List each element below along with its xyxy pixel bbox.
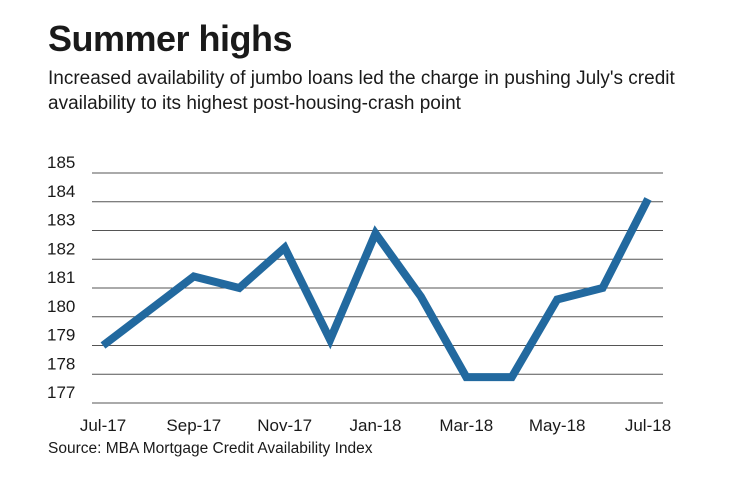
y-tick-label-178: 178 bbox=[47, 354, 75, 373]
x-tick-label-may-18: May-18 bbox=[529, 416, 586, 435]
y-tick-label-182: 182 bbox=[47, 239, 75, 258]
x-tick-label-jan-18: Jan-18 bbox=[350, 416, 402, 435]
y-tick-label-183: 183 bbox=[47, 211, 75, 230]
x-tick-label-nov-17: Nov-17 bbox=[257, 416, 312, 435]
y-tick-label-180: 180 bbox=[47, 297, 75, 316]
source-note: Source: MBA Mortgage Credit Availability… bbox=[48, 440, 373, 457]
x-tick-label-jul-18: Jul-18 bbox=[625, 416, 671, 435]
x-tick-label-mar-18: Mar-18 bbox=[439, 416, 493, 435]
y-tick-label-185: 185 bbox=[47, 153, 75, 172]
chart-title: Summer highs bbox=[48, 18, 293, 59]
y-tick-label-184: 184 bbox=[47, 182, 75, 201]
chart-subtitle: Increased availability of jumbo loans le… bbox=[48, 68, 675, 114]
y-tick-label-177: 177 bbox=[47, 383, 75, 402]
y-tick-label-179: 179 bbox=[47, 326, 75, 345]
x-tick-label-sep-17: Sep-17 bbox=[166, 416, 221, 435]
x-tick-label-jul-17: Jul-17 bbox=[80, 416, 126, 435]
y-tick-label-181: 181 bbox=[47, 268, 75, 287]
